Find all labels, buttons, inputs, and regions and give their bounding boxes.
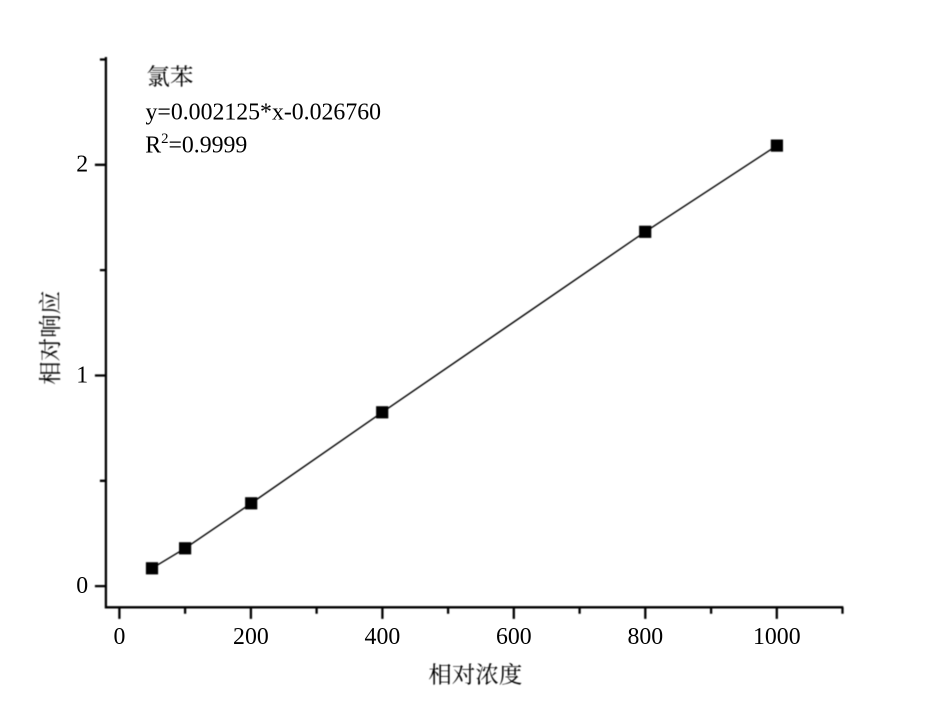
svg-text:600: 600 [496, 624, 532, 650]
svg-text:800: 800 [627, 624, 663, 650]
svg-text:0: 0 [76, 573, 88, 599]
svg-text:0: 0 [113, 624, 125, 650]
svg-text:R2=0.9999: R2=0.9999 [145, 131, 247, 159]
svg-text:y=0.002125*x-0.026760: y=0.002125*x-0.026760 [146, 99, 382, 125]
svg-text:1: 1 [76, 362, 88, 388]
svg-text:2: 2 [76, 152, 88, 178]
svg-text:1000: 1000 [753, 624, 801, 650]
svg-text:400: 400 [365, 624, 401, 650]
svg-text:200: 200 [233, 624, 269, 650]
